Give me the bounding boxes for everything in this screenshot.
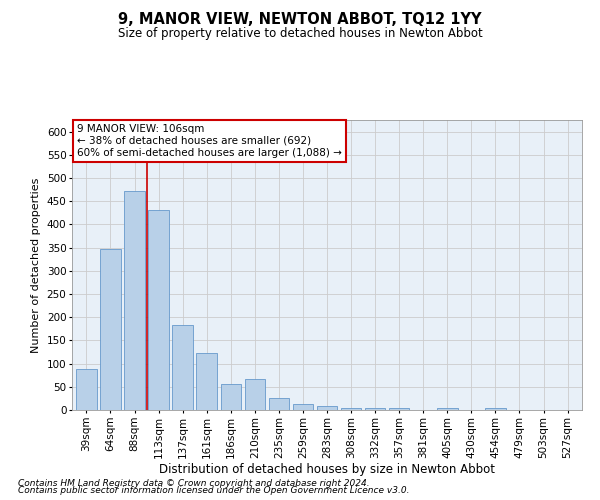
- Bar: [172, 325, 193, 410]
- Bar: [124, 191, 145, 410]
- Bar: [148, 210, 169, 410]
- Bar: [196, 354, 217, 410]
- X-axis label: Distribution of detached houses by size in Newton Abbot: Distribution of detached houses by size …: [159, 463, 495, 476]
- Bar: [365, 408, 385, 410]
- Text: 9 MANOR VIEW: 106sqm
← 38% of detached houses are smaller (692)
60% of semi-deta: 9 MANOR VIEW: 106sqm ← 38% of detached h…: [77, 124, 342, 158]
- Y-axis label: Number of detached properties: Number of detached properties: [31, 178, 41, 352]
- Bar: [221, 384, 241, 410]
- Bar: [437, 408, 458, 410]
- Text: 9, MANOR VIEW, NEWTON ABBOT, TQ12 1YY: 9, MANOR VIEW, NEWTON ABBOT, TQ12 1YY: [118, 12, 482, 28]
- Bar: [485, 408, 506, 410]
- Bar: [269, 398, 289, 410]
- Bar: [293, 404, 313, 410]
- Bar: [245, 379, 265, 410]
- Text: Size of property relative to detached houses in Newton Abbot: Size of property relative to detached ho…: [118, 28, 482, 40]
- Bar: [341, 408, 361, 410]
- Bar: [389, 408, 409, 410]
- Text: Contains public sector information licensed under the Open Government Licence v3: Contains public sector information licen…: [18, 486, 409, 495]
- Text: Contains HM Land Registry data © Crown copyright and database right 2024.: Contains HM Land Registry data © Crown c…: [18, 478, 370, 488]
- Bar: [317, 406, 337, 410]
- Bar: [76, 369, 97, 410]
- Bar: [100, 248, 121, 410]
